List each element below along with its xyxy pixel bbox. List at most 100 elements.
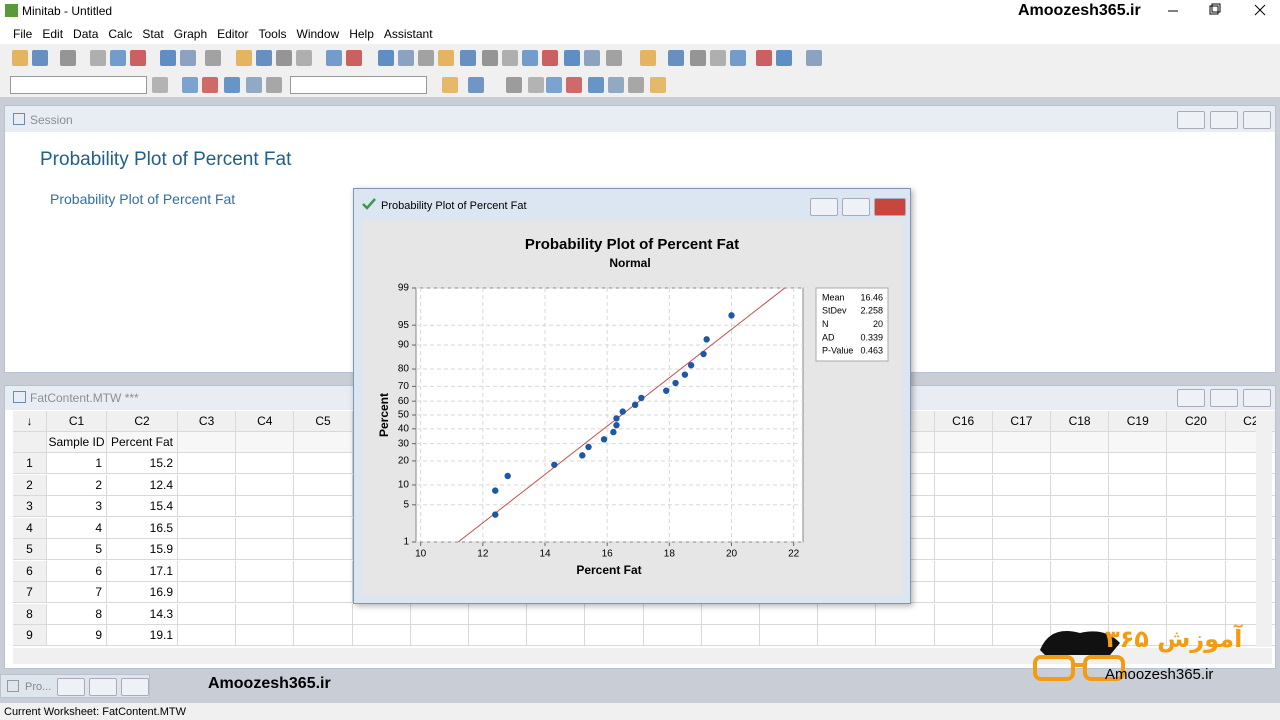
cell[interactable] bbox=[992, 453, 1051, 474]
cell[interactable]: 3 bbox=[47, 496, 107, 517]
column-name[interactable] bbox=[1051, 432, 1110, 453]
cell[interactable] bbox=[178, 582, 237, 603]
menu-item[interactable]: Graph bbox=[173, 27, 208, 41]
row-header[interactable]: 5 bbox=[13, 539, 47, 560]
cell[interactable] bbox=[1167, 539, 1226, 560]
column-header[interactable]: C16 bbox=[934, 411, 993, 432]
column-name[interactable]: Percent Fat bbox=[107, 432, 178, 453]
column-header[interactable]: C2 bbox=[107, 411, 178, 432]
toolbar-button[interactable] bbox=[584, 50, 600, 66]
cell[interactable] bbox=[236, 496, 295, 517]
column-name[interactable] bbox=[236, 432, 295, 453]
cell[interactable] bbox=[1167, 496, 1226, 517]
toolbar-button[interactable] bbox=[542, 50, 558, 66]
toolbar-button[interactable] bbox=[378, 50, 394, 66]
column-name[interactable]: Sample ID bbox=[47, 432, 107, 453]
cell[interactable] bbox=[178, 625, 237, 646]
column-name[interactable] bbox=[178, 432, 237, 453]
row-header[interactable]: 7 bbox=[13, 582, 47, 603]
cell[interactable] bbox=[1051, 453, 1110, 474]
menu-item[interactable]: Stat bbox=[142, 27, 164, 41]
cell[interactable] bbox=[178, 603, 237, 625]
cell[interactable]: 15.9 bbox=[107, 539, 178, 560]
cell[interactable] bbox=[876, 625, 935, 646]
cell[interactable] bbox=[178, 539, 237, 560]
row-header[interactable]: 3 bbox=[13, 496, 47, 517]
cell[interactable] bbox=[1167, 453, 1226, 474]
toolbar-button[interactable] bbox=[776, 50, 792, 66]
toolbar-button[interactable] bbox=[442, 77, 458, 93]
toolbar-button[interactable] bbox=[326, 50, 342, 66]
cell[interactable] bbox=[1167, 474, 1226, 496]
column-name[interactable] bbox=[1109, 432, 1168, 453]
cell[interactable] bbox=[934, 582, 993, 603]
cell[interactable] bbox=[1051, 496, 1110, 517]
toolbar-button[interactable] bbox=[730, 50, 746, 66]
toolbar-button[interactable] bbox=[90, 50, 106, 66]
cell[interactable] bbox=[1109, 474, 1168, 496]
cell[interactable] bbox=[760, 603, 819, 625]
close[interactable] bbox=[1243, 111, 1271, 129]
toolbar-button[interactable] bbox=[346, 50, 362, 66]
cell[interactable] bbox=[294, 603, 353, 625]
toolbar-button[interactable] bbox=[522, 50, 538, 66]
cell[interactable] bbox=[1051, 560, 1110, 582]
toolbar-button[interactable] bbox=[668, 50, 684, 66]
cell[interactable] bbox=[1167, 517, 1226, 539]
cell[interactable] bbox=[1051, 539, 1110, 560]
menu-item[interactable]: Editor bbox=[217, 27, 249, 41]
maximize[interactable] bbox=[842, 198, 870, 216]
cell[interactable]: 1 bbox=[47, 453, 107, 474]
toolbar-button[interactable] bbox=[756, 50, 772, 66]
cell[interactable] bbox=[934, 625, 993, 646]
cell[interactable] bbox=[294, 560, 353, 582]
row-header[interactable]: 1 bbox=[13, 453, 47, 474]
toolbar-button[interactable] bbox=[60, 50, 76, 66]
toolbar-button[interactable] bbox=[460, 50, 476, 66]
close[interactable] bbox=[121, 678, 149, 696]
cell[interactable]: 9 bbox=[47, 625, 107, 646]
toolbar-button[interactable] bbox=[130, 50, 146, 66]
toolbar-button[interactable] bbox=[710, 50, 726, 66]
toolbar-button[interactable] bbox=[12, 50, 28, 66]
toolbar-button[interactable] bbox=[628, 77, 644, 93]
cell[interactable] bbox=[992, 582, 1051, 603]
cell[interactable] bbox=[294, 539, 353, 560]
minimize[interactable] bbox=[1177, 111, 1205, 129]
minimized-window[interactable]: Pro... bbox=[0, 674, 150, 698]
cell[interactable] bbox=[1109, 560, 1168, 582]
cell[interactable] bbox=[1225, 539, 1275, 560]
cell[interactable] bbox=[992, 474, 1051, 496]
menu-item[interactable]: Assistant bbox=[383, 27, 433, 41]
cell[interactable] bbox=[1225, 582, 1275, 603]
column-header[interactable]: C4 bbox=[236, 411, 295, 432]
toolbar-button[interactable] bbox=[224, 77, 240, 93]
cell[interactable]: 2 bbox=[47, 474, 107, 496]
window-controls[interactable] bbox=[1160, 0, 1280, 22]
toolbar-button[interactable] bbox=[482, 50, 498, 66]
cell[interactable] bbox=[236, 517, 295, 539]
column-header[interactable]: C17 bbox=[992, 411, 1051, 432]
cell[interactable] bbox=[1167, 603, 1226, 625]
cell[interactable] bbox=[1225, 625, 1275, 646]
column-name[interactable] bbox=[992, 432, 1051, 453]
cell[interactable] bbox=[934, 560, 993, 582]
cell[interactable]: 12.4 bbox=[107, 474, 178, 496]
column-name[interactable] bbox=[934, 432, 993, 453]
toolbar-button[interactable] bbox=[236, 50, 252, 66]
cell[interactable] bbox=[236, 453, 295, 474]
toolbar-button[interactable] bbox=[566, 77, 582, 93]
cell[interactable]: 5 bbox=[47, 539, 107, 560]
maximize[interactable] bbox=[1210, 111, 1238, 129]
cell[interactable] bbox=[992, 560, 1051, 582]
cell[interactable] bbox=[1225, 496, 1275, 517]
cell[interactable] bbox=[585, 625, 644, 646]
toolbar-button[interactable] bbox=[256, 50, 272, 66]
menu-item[interactable]: Data bbox=[73, 27, 99, 41]
close[interactable] bbox=[1243, 389, 1271, 407]
cell[interactable] bbox=[934, 496, 993, 517]
cell[interactable] bbox=[236, 474, 295, 496]
cell[interactable] bbox=[178, 517, 237, 539]
toolbar-button[interactable] bbox=[180, 50, 196, 66]
column-header[interactable]: C5 bbox=[294, 411, 353, 432]
